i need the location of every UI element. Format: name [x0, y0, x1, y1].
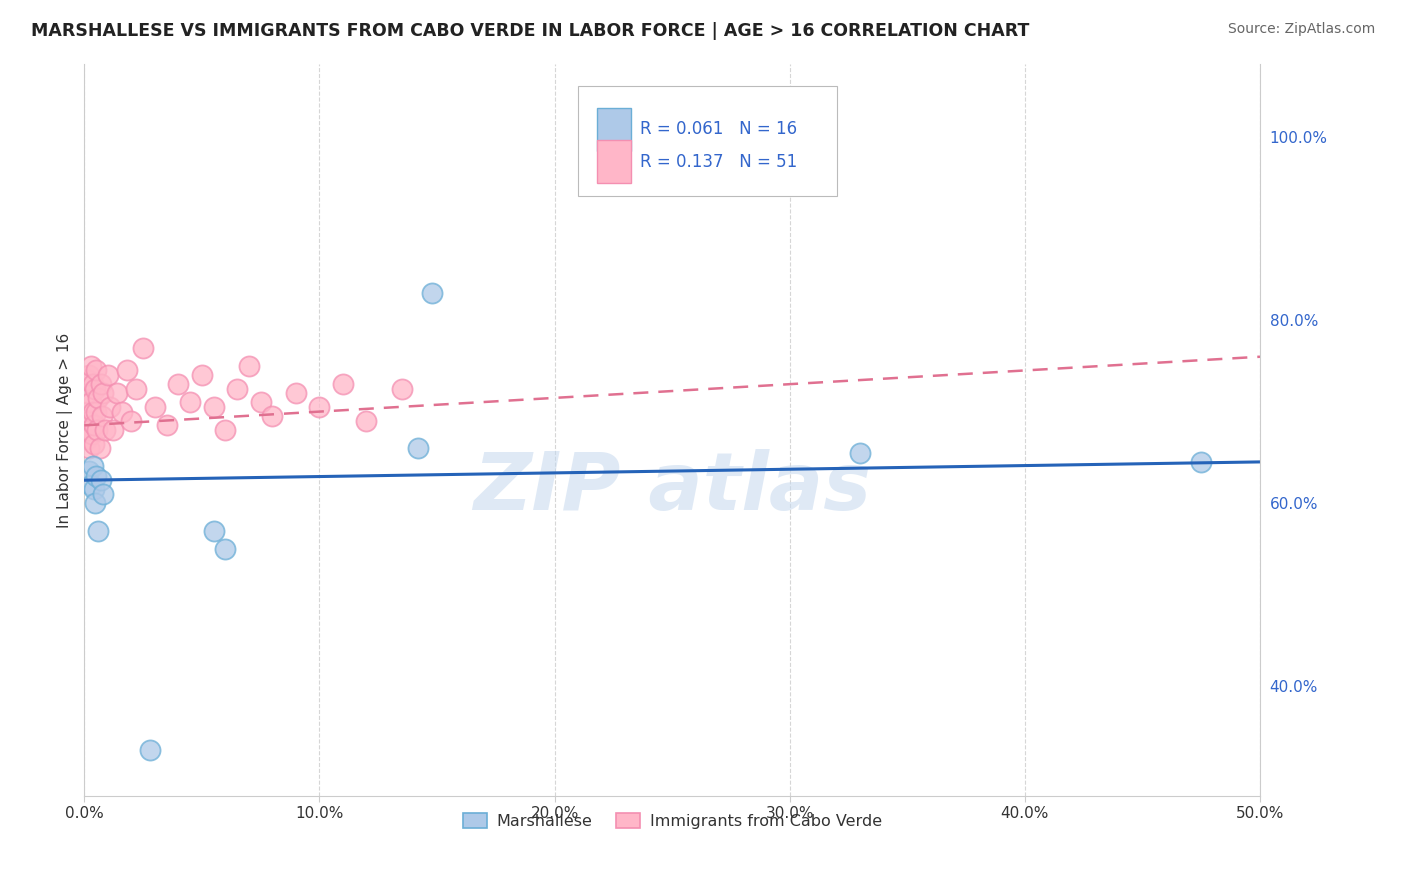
Y-axis label: In Labor Force | Age > 16: In Labor Force | Age > 16 — [58, 333, 73, 527]
Point — [84, 363, 107, 377]
Point — [139, 743, 162, 757]
Point — [120, 414, 142, 428]
Point — [143, 400, 166, 414]
Point — [111, 404, 134, 418]
Point — [94, 423, 117, 437]
FancyBboxPatch shape — [598, 140, 631, 184]
Point — [77, 414, 100, 428]
Point — [179, 395, 201, 409]
Point — [125, 382, 148, 396]
Point — [105, 386, 128, 401]
FancyBboxPatch shape — [598, 108, 631, 151]
Point — [87, 391, 110, 405]
Point — [356, 414, 378, 428]
Point — [89, 441, 111, 455]
Text: MARSHALLESE VS IMMIGRANTS FROM CABO VERDE IN LABOR FORCE | AGE > 16 CORRELATION : MARSHALLESE VS IMMIGRANTS FROM CABO VERD… — [31, 22, 1029, 40]
Point — [391, 382, 413, 396]
Text: R = 0.061   N = 16: R = 0.061 N = 16 — [640, 120, 797, 138]
Point — [83, 382, 105, 396]
Point — [101, 423, 124, 437]
Point — [83, 483, 105, 497]
Point — [284, 386, 307, 401]
Point — [91, 386, 114, 401]
Point — [202, 524, 225, 538]
Point — [226, 382, 249, 396]
Point — [82, 459, 104, 474]
Point — [80, 477, 103, 491]
Point — [262, 409, 284, 424]
Point — [406, 441, 429, 455]
Point — [79, 423, 101, 437]
Point — [84, 468, 107, 483]
Point — [90, 473, 112, 487]
Point — [83, 436, 105, 450]
Point — [214, 541, 236, 556]
Point — [83, 418, 105, 433]
Point — [76, 373, 98, 387]
Point — [132, 341, 155, 355]
Point — [238, 359, 260, 373]
Point — [76, 386, 98, 401]
Point — [80, 359, 103, 373]
Point — [84, 404, 107, 418]
Point — [82, 404, 104, 418]
Text: ZIP atlas: ZIP atlas — [472, 450, 872, 527]
Point — [77, 441, 100, 455]
Point — [115, 363, 138, 377]
Point — [202, 400, 225, 414]
Point — [155, 418, 177, 433]
Point — [79, 368, 101, 382]
Point — [76, 432, 98, 446]
Point — [249, 395, 271, 409]
Text: R = 0.137   N = 51: R = 0.137 N = 51 — [640, 153, 797, 170]
Point — [75, 418, 97, 433]
Text: Source: ZipAtlas.com: Source: ZipAtlas.com — [1227, 22, 1375, 37]
Legend: Marshallese, Immigrants from Cabo Verde: Marshallese, Immigrants from Cabo Verde — [456, 806, 889, 835]
Point — [308, 400, 330, 414]
Point — [191, 368, 214, 382]
Point — [332, 377, 354, 392]
Point — [80, 427, 103, 442]
FancyBboxPatch shape — [578, 86, 837, 195]
Point — [849, 446, 872, 460]
Point — [90, 409, 112, 424]
Point — [86, 423, 108, 437]
Point — [1189, 455, 1212, 469]
Point — [420, 285, 443, 300]
Point — [90, 377, 112, 392]
Point — [77, 464, 100, 478]
Point — [97, 368, 120, 382]
Point — [91, 487, 114, 501]
Point — [83, 496, 105, 510]
Point — [167, 377, 190, 392]
Point — [75, 404, 97, 418]
Point — [214, 423, 236, 437]
Point — [98, 400, 121, 414]
Point — [80, 395, 103, 409]
Point — [87, 524, 110, 538]
Point — [82, 377, 104, 392]
